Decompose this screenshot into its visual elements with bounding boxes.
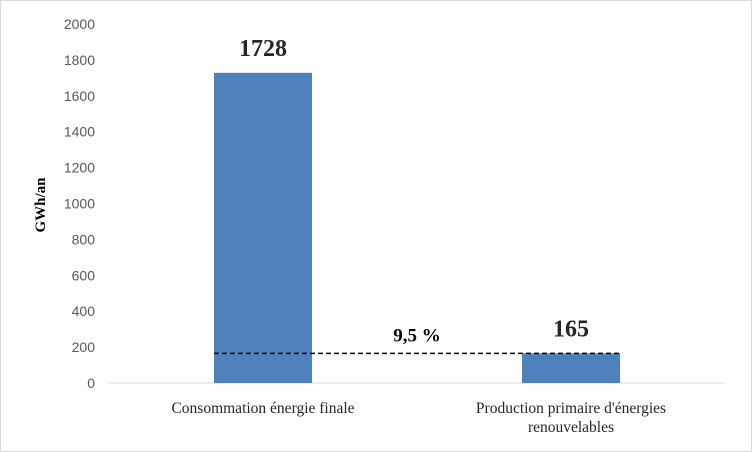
y-axis-title: GWh/an xyxy=(33,177,49,233)
category-labels: Consommation énergie finale Production pr… xyxy=(171,400,666,436)
y-tick-label: 800 xyxy=(72,231,96,247)
bars xyxy=(214,72,620,383)
y-tick-label: 1400 xyxy=(64,124,95,140)
bar xyxy=(214,72,312,383)
data-label: 1728 xyxy=(239,36,287,62)
y-tick-label: 1000 xyxy=(64,196,95,212)
y-tick-label: 1800 xyxy=(64,52,95,68)
ratio-annotation: 9,5 % xyxy=(393,325,441,346)
reference-line-group: 9,5 % xyxy=(214,325,620,355)
y-tick-label: 400 xyxy=(72,303,96,319)
category-label: Consommation énergie finale xyxy=(171,400,354,417)
bar xyxy=(522,353,620,383)
category-label: Production primaire d'énergies xyxy=(476,400,666,417)
data-label: 165 xyxy=(553,316,589,342)
y-axis-ticks: 0 200 400 600 800 1000 1200 1400 1600 1800 2000 xyxy=(64,16,95,391)
y-tick-label: 2000 xyxy=(64,16,95,32)
y-tick-label: 0 xyxy=(87,375,95,391)
y-tick-label: 600 xyxy=(72,267,96,283)
category-label: renouvelables xyxy=(528,419,614,436)
y-tick-label: 1600 xyxy=(64,88,95,104)
y-tick-label: 200 xyxy=(72,339,96,355)
data-labels: 1728 165 xyxy=(239,36,589,343)
y-tick-label: 1200 xyxy=(64,160,95,176)
